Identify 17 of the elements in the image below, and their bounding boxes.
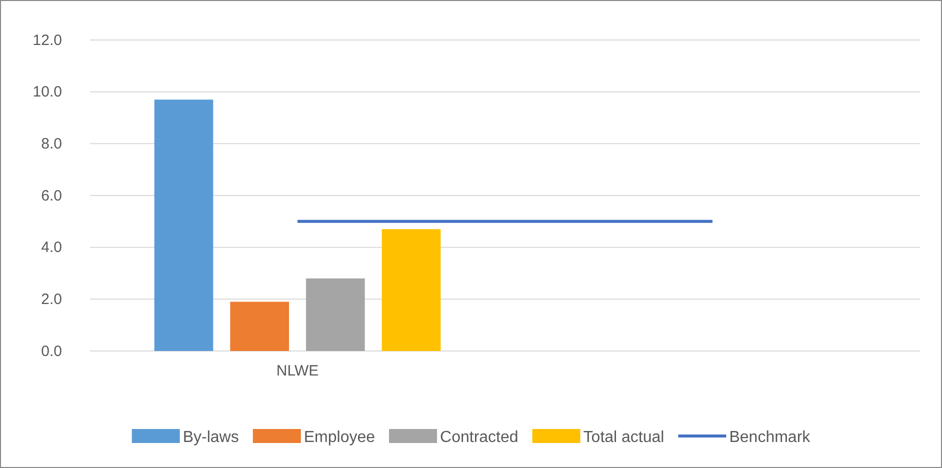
y-tick-label: 2.0 <box>41 290 62 308</box>
x-tick-label: NLWE <box>276 362 319 380</box>
bar <box>382 229 441 351</box>
legend-label: Total actual <box>583 429 664 446</box>
bar <box>154 100 214 351</box>
y-tick-label: 12.0 <box>32 32 62 49</box>
bar <box>306 278 365 351</box>
y-tick-label: 6.0 <box>41 187 62 204</box>
legend-label: Benchmark <box>729 429 812 446</box>
legend-label: Employee <box>304 429 376 446</box>
y-tick-label: 4.0 <box>41 239 62 256</box>
y-tick-label: 0.0 <box>41 342 62 360</box>
legend-label: By-laws <box>182 429 239 446</box>
y-tick-label: 8.0 <box>41 135 62 152</box>
bar <box>230 302 289 351</box>
legend-label: Contracted <box>440 429 518 446</box>
y-tick-label: 10.0 <box>32 84 62 101</box>
